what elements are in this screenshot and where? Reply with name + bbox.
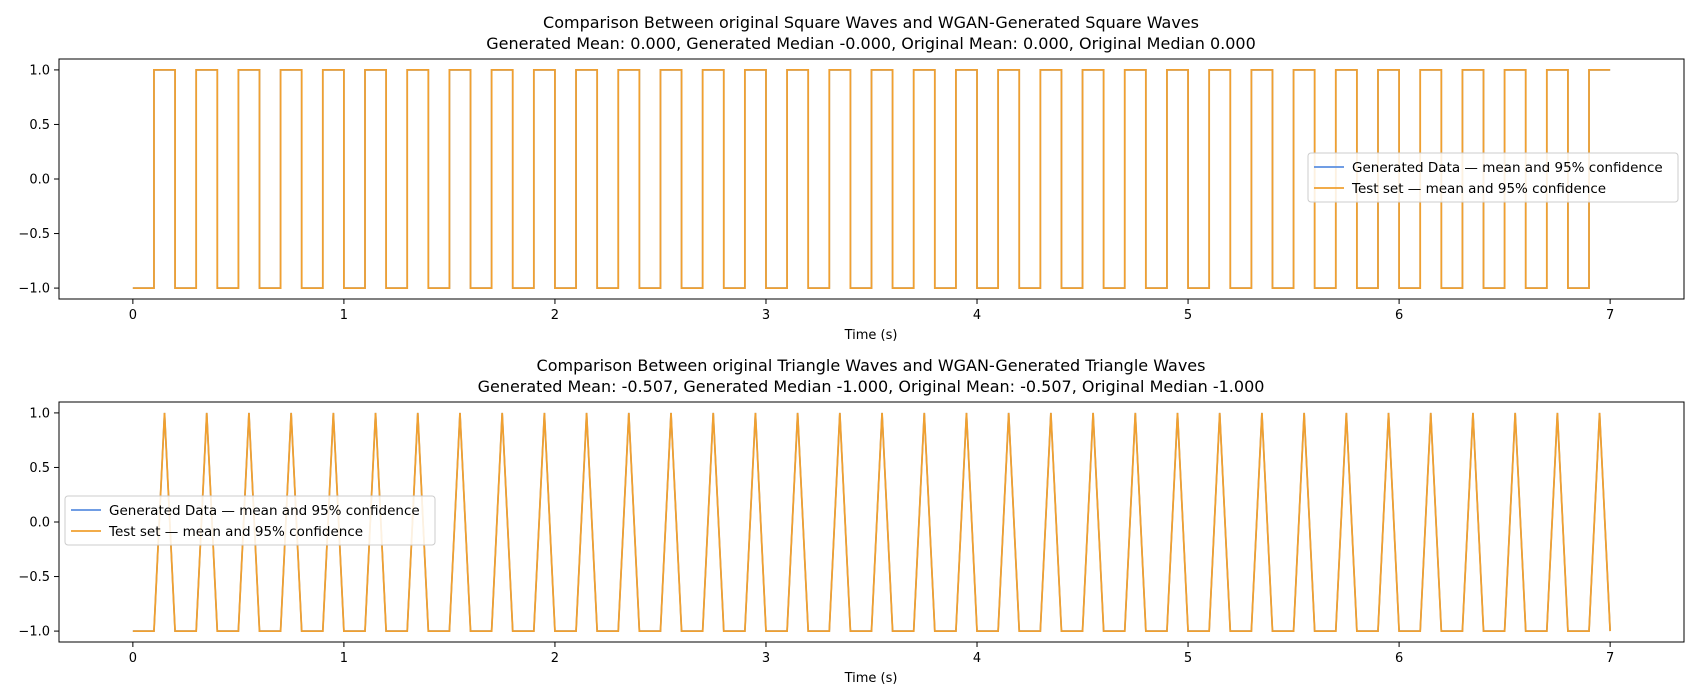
- legend-box: [1307, 152, 1679, 203]
- legend-label-generated: Generated Data — mean and 95% confidence: [1352, 160, 1663, 176]
- legend-label-generated: Generated Data — mean and 95% confidence: [109, 503, 420, 519]
- triangle-wave-chart: Comparison Between original Triangle Wav…: [18, 356, 1685, 686]
- x-tick-label: 6: [1395, 651, 1403, 666]
- x-tick-label: 7: [1606, 308, 1614, 323]
- series-line-test: [132, 69, 1611, 289]
- y-tick-label: 1.0: [29, 406, 50, 421]
- x-tick-label: 1: [340, 651, 348, 666]
- x-tick-label: 3: [762, 651, 770, 666]
- chart-title: Comparison Between original Triangle Wav…: [537, 356, 1206, 375]
- x-tick-label: 5: [1184, 651, 1192, 666]
- x-tick-label: 4: [973, 651, 981, 666]
- x-tick-label: 0: [129, 308, 137, 323]
- x-tick-label: 2: [551, 308, 559, 323]
- x-tick-label: 5: [1184, 308, 1192, 323]
- x-tick-label: 3: [762, 308, 770, 323]
- x-axis-ticks: 0 1 2 3 4 5 6 7: [129, 299, 1614, 323]
- x-tick-label: 6: [1395, 308, 1403, 323]
- x-axis-label: Time (s): [844, 671, 898, 686]
- y-tick-label: 1.0: [29, 63, 50, 78]
- legend-label-test: Test set — mean and 95% confidence: [108, 524, 363, 540]
- x-axis-ticks: 0 1 2 3 4 5 6 7: [129, 642, 1614, 666]
- y-tick-label: −1.0: [18, 625, 50, 640]
- chart-title: Comparison Between original Square Waves…: [543, 13, 1199, 32]
- x-tick-label: 1: [340, 308, 348, 323]
- y-axis-ticks: 1.0 0.5 0.0 −0.5 −1.0: [18, 406, 59, 640]
- legend-box: [64, 495, 436, 546]
- y-axis-ticks: 1.0 0.5 0.0 −0.5 −1.0: [18, 63, 59, 297]
- x-tick-label: 0: [129, 651, 137, 666]
- y-tick-label: −1.0: [18, 282, 50, 297]
- x-axis-label: Time (s): [844, 328, 898, 343]
- x-tick-label: 2: [551, 651, 559, 666]
- square-wave-chart: Comparison Between original Square Waves…: [18, 13, 1685, 343]
- x-tick-label: 7: [1606, 651, 1614, 666]
- y-tick-label: −0.5: [18, 570, 50, 585]
- x-tick-label: 4: [973, 308, 981, 323]
- legend: Generated Data — mean and 95% confidence…: [1307, 152, 1679, 203]
- chart-subtitle: Generated Mean: 0.000, Generated Median …: [486, 34, 1256, 53]
- legend-label-test: Test set — mean and 95% confidence: [1351, 181, 1606, 197]
- chart-subtitle: Generated Mean: -0.507, Generated Median…: [478, 377, 1265, 396]
- y-tick-label: 0.5: [29, 461, 50, 476]
- y-tick-label: 0.0: [29, 173, 50, 188]
- y-tick-label: −0.5: [18, 227, 50, 242]
- y-tick-label: 0.0: [29, 516, 50, 531]
- y-tick-label: 0.5: [29, 118, 50, 133]
- legend: Generated Data — mean and 95% confidence…: [64, 495, 436, 546]
- series-lines: [132, 69, 1611, 289]
